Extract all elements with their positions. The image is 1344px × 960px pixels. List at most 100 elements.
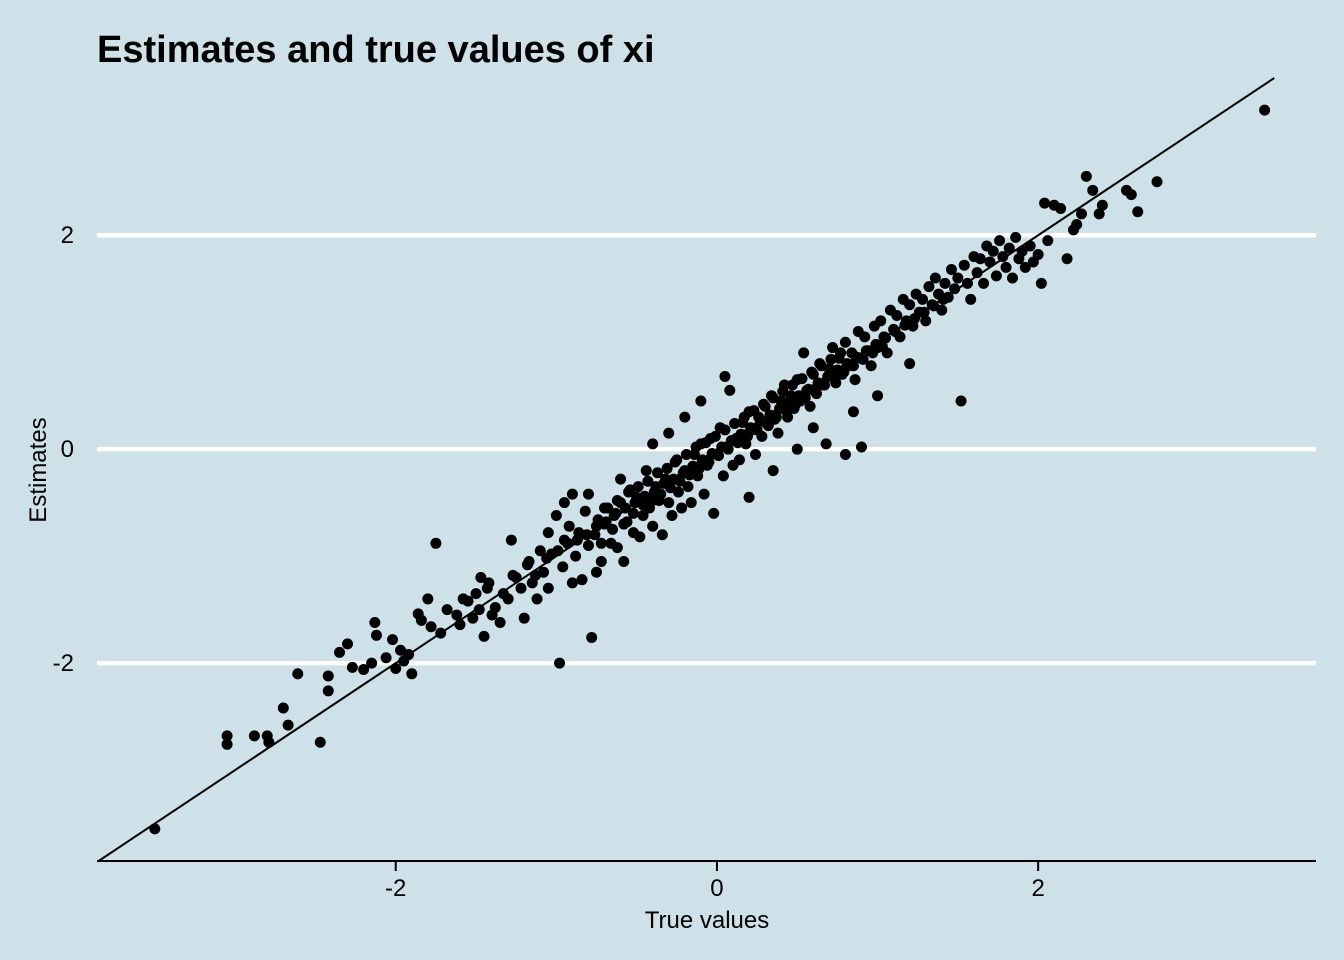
data-point (965, 293, 977, 305)
data-point (558, 497, 570, 509)
data-point (619, 502, 631, 514)
data-point (637, 499, 649, 511)
data-point (680, 449, 692, 461)
data-point (1006, 272, 1018, 284)
data-point (422, 593, 434, 605)
data-point (314, 736, 326, 748)
data-point (462, 595, 474, 607)
data-point (640, 465, 652, 477)
data-point (799, 392, 811, 404)
data-point (939, 277, 951, 289)
data-point (684, 469, 696, 481)
data-point (698, 488, 710, 500)
data-point (470, 588, 482, 600)
data-point (904, 299, 916, 311)
data-point (984, 256, 996, 268)
data-point (780, 405, 792, 417)
data-point (758, 398, 770, 410)
data-point (741, 430, 753, 442)
data-point (282, 719, 294, 731)
data-point (1125, 189, 1137, 201)
data-point (1087, 184, 1099, 196)
data-point (661, 462, 673, 474)
data-point (406, 668, 418, 680)
data-point (634, 531, 646, 543)
data-point (859, 331, 871, 343)
data-point (865, 360, 877, 372)
data-point (346, 661, 358, 673)
data-point (430, 537, 442, 549)
data-point (958, 259, 970, 271)
data-point (652, 467, 664, 479)
data-point (743, 491, 755, 503)
data-point (563, 520, 575, 532)
data-point (748, 405, 760, 417)
data-point (370, 629, 382, 641)
data-point (576, 574, 588, 586)
data-point (505, 534, 517, 546)
data-point (761, 418, 773, 430)
data-point (595, 555, 607, 567)
data-point (647, 495, 659, 507)
data-point (647, 438, 659, 450)
data-point (1035, 277, 1047, 289)
data-point (796, 373, 808, 385)
data-point (867, 347, 879, 359)
data-point (425, 621, 437, 633)
data-point (666, 509, 678, 521)
data-point (1024, 240, 1036, 252)
data-point (582, 539, 594, 551)
data-point (415, 614, 427, 626)
grid-lines (97, 232, 1316, 666)
data-point (623, 486, 635, 498)
data-point (945, 263, 957, 275)
data-point (719, 424, 731, 436)
data-point (978, 277, 990, 289)
data-point (1151, 176, 1163, 188)
data-point (917, 293, 929, 305)
data-point (590, 520, 602, 532)
data-point (618, 555, 630, 567)
data-point (827, 342, 839, 354)
data-point (600, 516, 612, 528)
data-point (554, 657, 566, 669)
data-point (682, 481, 694, 493)
data-point (451, 609, 463, 621)
data-point (961, 277, 973, 289)
data-point (655, 488, 667, 500)
data-point (380, 652, 392, 664)
data-point (390, 662, 402, 674)
data-point (855, 441, 867, 453)
data-point (292, 668, 304, 680)
data-point (579, 505, 591, 517)
data-point (679, 411, 691, 423)
data-point (483, 577, 495, 589)
chart-title: Estimates and true values of xi (97, 29, 655, 71)
x-tick-label: 2 (1031, 875, 1044, 902)
data-point (904, 358, 916, 370)
data-point (1076, 208, 1088, 220)
data-point (149, 823, 161, 835)
data-point (566, 488, 578, 500)
data-point (542, 582, 554, 594)
data-point (847, 406, 859, 418)
data-point (467, 612, 479, 624)
data-point (248, 730, 260, 742)
data-point (1071, 219, 1083, 231)
data-point (1096, 199, 1108, 211)
data-point (847, 360, 859, 372)
data-point (807, 422, 819, 434)
data-point (570, 550, 582, 562)
data-point (611, 495, 623, 507)
data-point (732, 437, 744, 449)
data-point (599, 502, 611, 514)
data-point (772, 427, 784, 439)
data-point (804, 400, 816, 412)
data-point (552, 545, 564, 557)
data-point (529, 569, 541, 581)
data-point (777, 385, 789, 397)
y-tick-label: -2 (53, 650, 74, 677)
data-point (494, 616, 506, 628)
x-axis-label: True values (645, 907, 770, 934)
